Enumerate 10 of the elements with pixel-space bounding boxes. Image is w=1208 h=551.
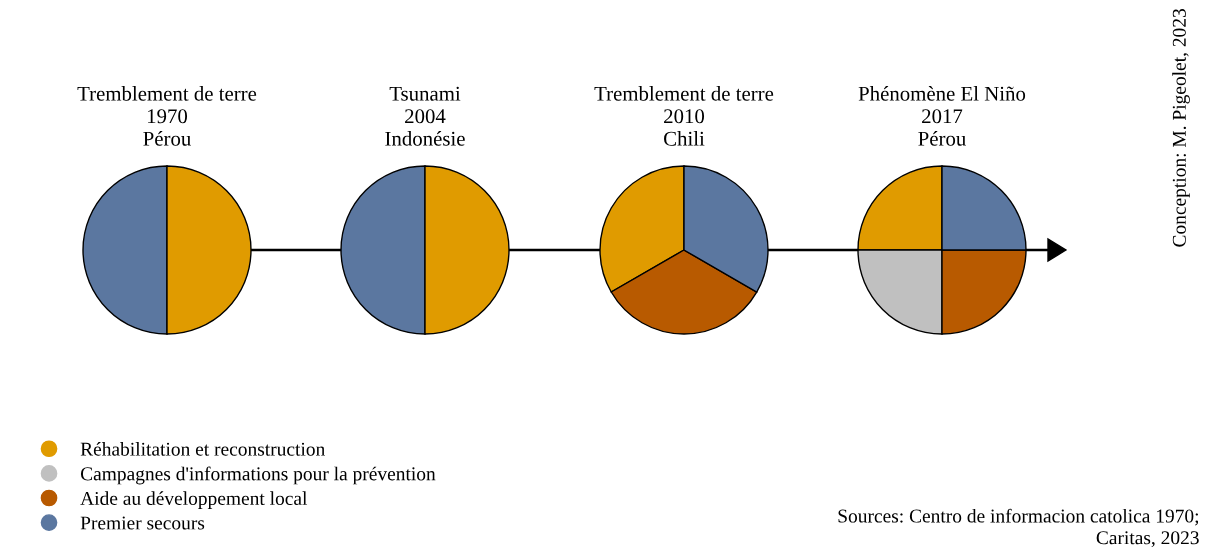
chart-title: Tremblement de terre 1970 Pérou <box>77 86 257 146</box>
source-note: Sources: Centro de informacion catolica 1970; Caritas, 2023 <box>838 508 1199 548</box>
legend-label: Aide au développement local <box>80 491 308 509</box>
chart-title: Phénomène El Niño 2017 Pérou <box>858 86 1026 146</box>
chart-title: Tsunami 2004 Indonésie <box>385 86 465 146</box>
legend-label: Campagnes d'informations pour la prévention <box>80 466 436 485</box>
chart-title: Tremblement de terre 2010 Chili <box>594 86 774 146</box>
text: Conception: M. Pigeolet, 2023 <box>1172 9 1190 247</box>
legend-label: Réhabilitation et reconstruction <box>80 442 325 456</box>
legend-label: Premier secours <box>80 516 205 530</box>
